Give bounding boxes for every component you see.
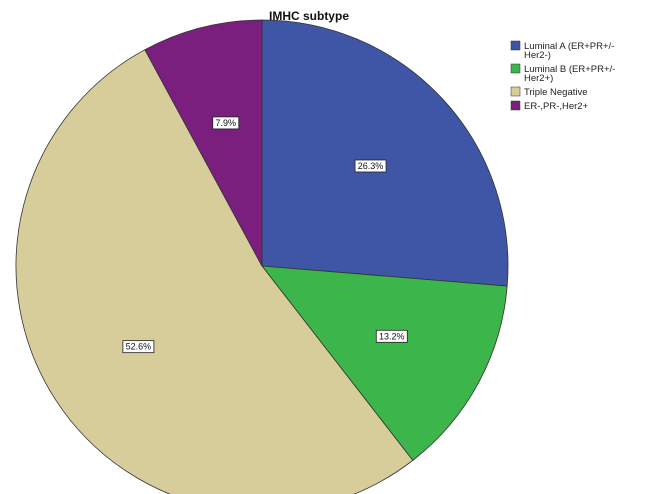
legend-item-1: Luminal A (ER+PR+/-Her2-) <box>510 40 614 61</box>
legend-swatch <box>510 40 521 51</box>
pie-slice-1 <box>261 19 509 287</box>
pie-slice-2 <box>261 265 508 461</box>
chart-title: IMHC subtype <box>269 9 349 23</box>
data-label-4: 7.9% <box>212 116 240 130</box>
pie-slices <box>15 19 509 494</box>
legend-swatch <box>510 63 521 74</box>
data-label-3: 52.6% <box>122 340 155 354</box>
legend-swatch <box>510 86 521 97</box>
legend-swatch <box>510 100 521 111</box>
legend-item-4: ER-,PR-,Her2+ <box>510 100 589 112</box>
data-label-1: 26.3% <box>354 159 387 173</box>
legend-label: Luminal B (ER+PR+/-Her2+) <box>524 64 615 84</box>
svg-text:26.3%: 26.3% <box>358 161 384 171</box>
pie-data-labels: 26.3% 13.2% 52.6% 7.9% <box>122 116 408 354</box>
svg-text:52.6%: 52.6% <box>126 342 152 352</box>
legend-label: Luminal A (ER+PR+/-Her2-) <box>524 41 614 61</box>
svg-text:13.2%: 13.2% <box>379 331 405 341</box>
legend-label: Triple Negative <box>524 87 588 98</box>
pie-slice-3 <box>15 49 414 494</box>
legend-label: ER-,PR-,Her2+ <box>524 101 589 112</box>
legend: Luminal A (ER+PR+/-Her2-) Luminal B (ER+P… <box>510 40 615 112</box>
pie-slice-4 <box>144 19 263 267</box>
legend-item-3: Triple Negative <box>510 86 588 98</box>
svg-text:7.9%: 7.9% <box>215 118 236 128</box>
data-label-2: 13.2% <box>375 329 408 343</box>
legend-item-2: Luminal B (ER+PR+/-Her2+) <box>510 63 615 84</box>
